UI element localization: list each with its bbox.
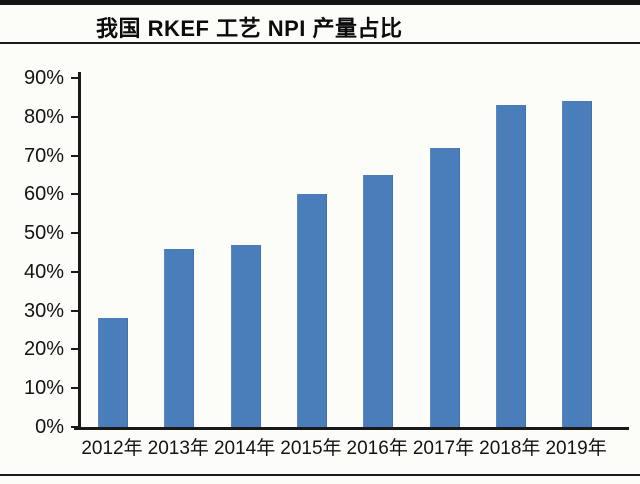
y-tick-mark: [71, 193, 78, 196]
y-tick-mark: [71, 115, 78, 118]
x-tick-label: 2012年: [81, 438, 143, 459]
y-tick-label: 80%: [23, 105, 64, 128]
y-tick-mark: [71, 348, 78, 351]
bar: [363, 174, 394, 427]
x-tick-label: 2016年: [346, 438, 408, 459]
chart-title: 我国 RKEF 工艺 NPI 产量占比: [96, 16, 403, 41]
y-tick-label: 90%: [23, 67, 64, 89]
y-tick-label: 60%: [23, 183, 64, 206]
y-tick-mark: [71, 77, 78, 79]
y-axis-line: [78, 72, 81, 429]
bar: [562, 101, 593, 427]
top-border-line: [0, 0, 640, 5]
x-tick-label: 2017年: [412, 438, 475, 459]
y-tick-mark: [71, 154, 78, 157]
y-tick-mark: [71, 232, 78, 235]
bar: [98, 318, 128, 427]
bottom-border-line: [0, 474, 640, 476]
y-tick-label: 40%: [23, 260, 64, 283]
y-tick-label: 70%: [23, 144, 64, 167]
x-axis-line: [74, 427, 629, 430]
x-tick-label: 2015年: [280, 438, 342, 459]
y-tick-mark: [71, 309, 78, 312]
bar: [164, 248, 195, 427]
x-tick-label: 2013年: [147, 438, 209, 459]
bar: [230, 244, 261, 427]
bar: [296, 194, 327, 427]
y-tick-label: 50%: [23, 222, 64, 245]
bar: [495, 105, 526, 427]
y-tick-mark: [71, 270, 78, 273]
x-tick-label: 2019年: [545, 438, 607, 459]
bar: [429, 147, 460, 427]
y-tick-label: 20%: [23, 338, 64, 361]
y-tick-label: 10%: [23, 377, 64, 400]
x-tick-label: 2018年: [479, 438, 541, 459]
title-underline: [0, 42, 640, 44]
y-tick-mark: [71, 387, 78, 390]
y-tick-label: 30%: [23, 299, 64, 322]
y-tick-label: 0%: [35, 416, 64, 438]
x-tick-label: 2014年: [213, 438, 276, 459]
